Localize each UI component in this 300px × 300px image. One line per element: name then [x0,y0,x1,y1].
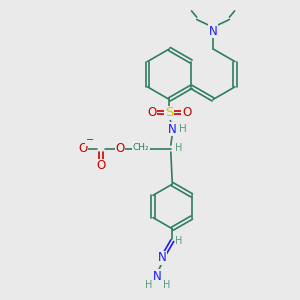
Text: N: N [153,270,162,283]
Text: O: O [116,142,125,155]
Text: −: − [85,135,94,145]
Text: O: O [148,106,157,119]
Text: H: H [163,280,170,290]
Text: H: H [145,280,152,290]
Text: H: H [175,236,182,246]
Text: N: N [209,25,218,38]
Text: CH₂: CH₂ [133,143,149,152]
Text: H: H [175,143,182,153]
Text: H: H [179,124,187,134]
Text: N: N [168,123,177,136]
Text: O: O [96,159,106,172]
Text: O: O [79,142,88,155]
Text: S: S [165,106,173,119]
Text: O: O [182,106,191,119]
Text: N: N [158,251,166,264]
